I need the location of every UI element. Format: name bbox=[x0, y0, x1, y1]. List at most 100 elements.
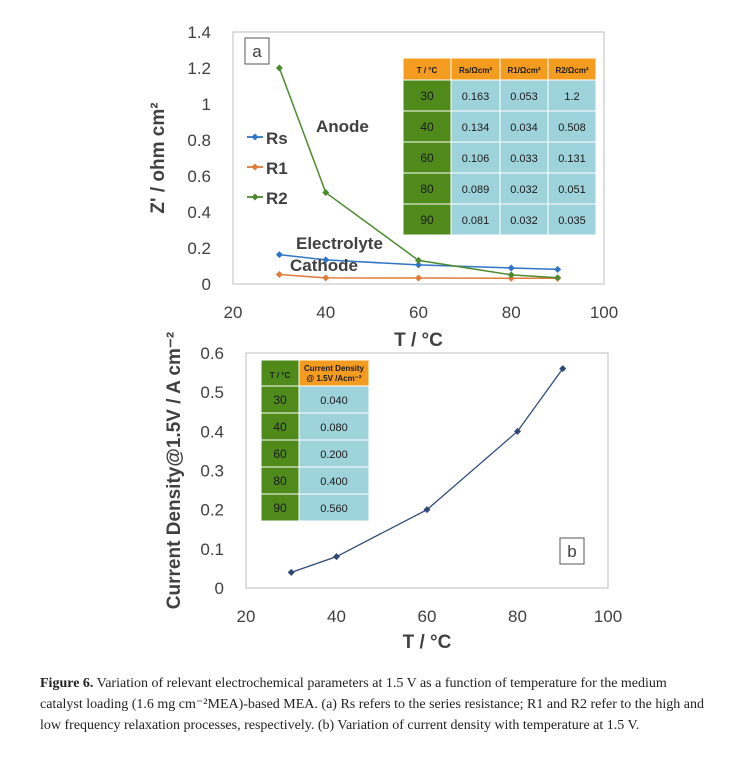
table-a-cell: 0.508 bbox=[558, 122, 586, 134]
data-point-r1 bbox=[415, 274, 422, 282]
table-b-cell: 90 bbox=[273, 501, 287, 515]
y-axis-label: Current Density@1.5V / A cm⁻² bbox=[164, 332, 185, 609]
figure-canvas: 0 0.2 0.4 0.6 0.8 1 1.2 1.4 20 40 60 80 100 T / °C Z' … bbox=[148, 23, 622, 653]
data-point-rs bbox=[275, 251, 283, 259]
table-a-cell: 0.106 bbox=[462, 153, 490, 165]
table-a-cell-bg bbox=[499, 203, 549, 236]
table-a-cell: 0.081 bbox=[462, 215, 490, 227]
data-point bbox=[423, 506, 431, 514]
table-b-cell: 30 bbox=[273, 393, 287, 407]
table-b-cell: 0.080 bbox=[320, 422, 348, 434]
y-tick-label: 0.2 bbox=[187, 239, 211, 258]
y-axis-label: Z' / ohm cm² bbox=[148, 102, 169, 213]
panel-label-box bbox=[244, 37, 270, 65]
data-point-rs bbox=[507, 264, 515, 272]
data-point bbox=[514, 427, 521, 435]
table-b-cell: 0.400 bbox=[320, 476, 348, 488]
table-b-header: T / °C bbox=[270, 371, 291, 380]
x-tick-label: 100 bbox=[590, 303, 618, 322]
annotation-anode: Anode bbox=[316, 117, 369, 136]
y-tick-label: 1 bbox=[202, 95, 211, 114]
table-a-header: R2/Ωcm² bbox=[555, 66, 588, 75]
table-a-cell-bg bbox=[402, 110, 452, 143]
legend-label: R1 bbox=[266, 159, 288, 178]
data-point-r1 bbox=[275, 270, 283, 278]
table-a-cell-bg bbox=[499, 172, 549, 205]
y-tick-label: 0.8 bbox=[187, 131, 211, 150]
table-a-cell: 0.131 bbox=[558, 153, 586, 165]
data-point-r1 bbox=[322, 274, 330, 282]
table-b-header: @ 1.5V /Acm⁻² bbox=[306, 374, 361, 383]
table-a-cell-bg bbox=[450, 141, 501, 174]
table-a-cell: 0.032 bbox=[510, 215, 538, 227]
table-a-cell-bg bbox=[547, 172, 597, 205]
table-a-cell: 0.053 bbox=[510, 91, 538, 103]
table-a-header: T / °C bbox=[417, 66, 438, 75]
x-tick-label: 60 bbox=[418, 607, 437, 626]
panel-label-box bbox=[559, 537, 585, 565]
caption-text: Variation of relevant electrochemical pa… bbox=[40, 676, 704, 733]
data-point bbox=[287, 568, 295, 576]
data-point-r2 bbox=[554, 274, 562, 282]
table-a-cell-bg bbox=[499, 141, 549, 174]
x-axis-label: T / °C bbox=[394, 330, 443, 351]
table-a-cell: 0.051 bbox=[558, 184, 586, 196]
x-tick-label: 40 bbox=[316, 303, 335, 322]
table-b-cell: 0.040 bbox=[320, 395, 348, 407]
table-b-cell-bg bbox=[260, 493, 300, 522]
table-b-cell: 80 bbox=[273, 474, 287, 488]
data-point-r2 bbox=[322, 189, 330, 197]
table-a-cell: 0.035 bbox=[558, 215, 586, 227]
x-tick-label: 80 bbox=[508, 607, 527, 626]
table-a-cell-bg bbox=[499, 110, 549, 143]
table-a-cell: 0.034 bbox=[510, 122, 538, 134]
legend-marker bbox=[251, 163, 259, 171]
data-point bbox=[559, 365, 567, 373]
data-point-r2 bbox=[507, 271, 515, 279]
table-b-cell-bg bbox=[298, 466, 370, 495]
table-a-cell: 0.134 bbox=[462, 122, 490, 134]
table-b-cell: 40 bbox=[273, 420, 287, 434]
table-a-cell-bg bbox=[402, 172, 452, 205]
table-a-header: R1/Ωcm² bbox=[507, 66, 540, 75]
table-a-cell-bg bbox=[402, 203, 452, 236]
figure-caption: Figure 6. Variation of relevant electroc… bbox=[40, 673, 705, 736]
table-a-cell: 0.032 bbox=[510, 184, 538, 196]
data-point-rs bbox=[554, 265, 562, 273]
x-tick-label: 80 bbox=[502, 303, 521, 322]
y-tick-label: 0.4 bbox=[187, 203, 211, 222]
table-a-cell-bg bbox=[547, 79, 597, 112]
data-point-r2 bbox=[275, 64, 283, 72]
caption-label: Figure 6. bbox=[40, 676, 94, 691]
y-tick-label: 0.3 bbox=[200, 462, 224, 481]
y-tick-label: 0 bbox=[215, 579, 224, 598]
legend-marker bbox=[251, 193, 259, 201]
table-a-cell: 40 bbox=[420, 120, 434, 134]
annotation-cathode: Cathode bbox=[290, 256, 358, 275]
panel-b: 0 0.1 0.2 0.3 0.4 0.5 0.6 20 40 60 80 100 T / °C Curr… bbox=[164, 332, 622, 653]
x-tick-label: 20 bbox=[224, 303, 243, 322]
table-a-cell: 80 bbox=[420, 182, 434, 196]
panel-label: b bbox=[567, 542, 576, 561]
table-b-cell: 0.200 bbox=[320, 449, 348, 461]
table-a-cell: 0.163 bbox=[462, 91, 490, 103]
data-point-r2 bbox=[415, 256, 422, 264]
table-a-cell: 60 bbox=[420, 151, 434, 165]
y-tick-label: 0.4 bbox=[200, 422, 224, 441]
panel-label: a bbox=[252, 42, 262, 61]
data-point-rs bbox=[322, 256, 330, 264]
y-tick-label: 0.5 bbox=[200, 383, 224, 402]
y-tick-label: 0.6 bbox=[200, 344, 224, 363]
table-b-cell: 60 bbox=[273, 447, 287, 461]
table-a-header: Rs/Ωcm² bbox=[459, 66, 492, 75]
legend-marker bbox=[251, 133, 259, 141]
y-tick-label: 1.4 bbox=[187, 23, 211, 42]
y-tick-label: 0.2 bbox=[200, 501, 224, 520]
x-tick-label: 100 bbox=[594, 607, 622, 626]
x-tick-label: 40 bbox=[327, 607, 346, 626]
table-a-cell-bg bbox=[450, 110, 501, 143]
x-tick-label: 20 bbox=[237, 607, 256, 626]
table-a-cell: 0.033 bbox=[510, 153, 538, 165]
y-tick-label: 1.2 bbox=[187, 59, 211, 78]
y-tick-label: 0.1 bbox=[200, 540, 224, 559]
